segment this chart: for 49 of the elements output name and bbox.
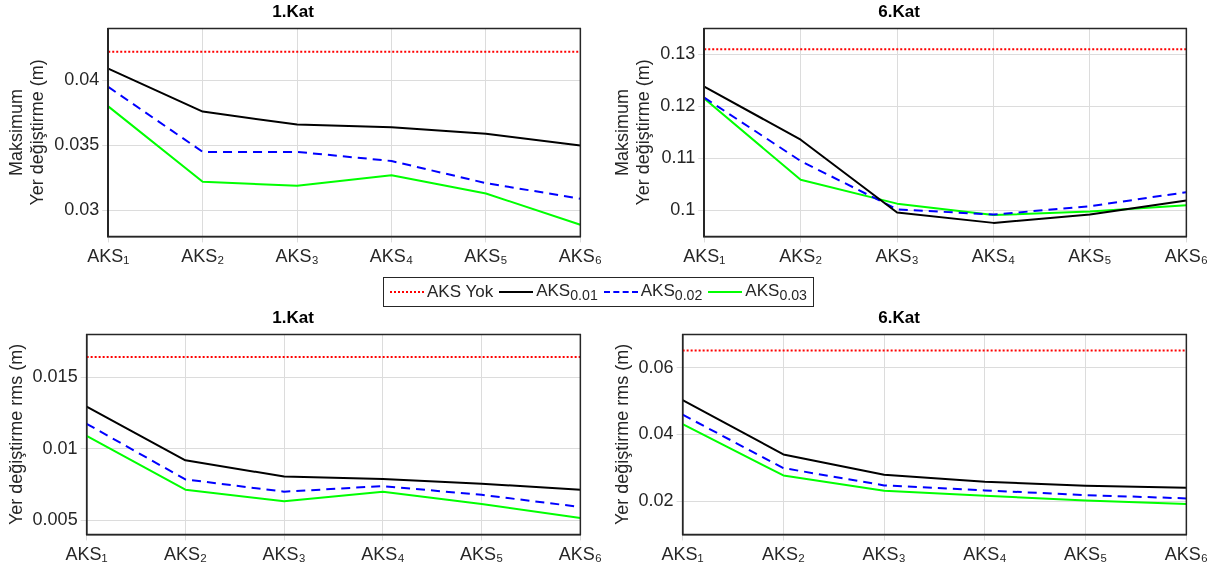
legend-label: AKS$_{0.03}$ [745,281,807,304]
chart-title: 1.Kat [272,307,315,327]
x-tick-label: AKS₁ [661,544,704,565]
x-tick-label: AKS₆ [558,544,602,565]
y-tick-label: 0.01 [42,437,78,458]
y-tick-label: 0.12 [660,95,696,116]
x-tick-label: AKS₅ [1068,246,1112,267]
y-axis-title: Maksimum Yer değiştirme (m) [5,59,48,206]
legend-label: AKS Yok [427,282,494,303]
x-tick-label: AKS₁ [683,246,726,267]
y-tick-label: 0.02 [638,490,674,511]
y-tick-label: 0.035 [54,134,100,155]
chart-title: 1.Kat [272,1,315,21]
x-tick-label: AKS₃ [275,246,319,267]
x-tick-label: AKS₂ [163,544,207,565]
y-tick-label: 0.04 [638,423,674,444]
x-tick-label: AKS₆ [558,246,602,267]
x-tick-label: AKS₅ [464,246,508,267]
x-tick-label: AKS₄ [963,544,1007,565]
y-tick-label: 0.13 [660,43,696,64]
x-tick-label: AKS₂ [779,246,823,267]
chart-title: 6.Kat [878,1,921,21]
y-axis-title: Maksimum Yer değiştirme (m) [611,59,654,206]
x-tick-label: AKS₅ [1063,544,1108,565]
x-tick-label: AKS₄ [361,544,405,565]
y-tick-label: 0.1 [670,199,696,220]
x-tick-label: AKS₃ [862,544,906,565]
y-tick-label: 0.005 [32,509,78,530]
y-tick-label: 0.015 [32,366,78,387]
x-tick-label: AKS₅ [459,544,504,565]
x-tick-label: AKS₂ [761,544,805,565]
x-tick-label: AKS₃ [875,246,919,267]
x-tick-label: AKS₄ [971,246,1016,267]
x-tick-label: AKS₃ [262,544,306,565]
x-tick-label: AKS₆ [1164,246,1208,267]
y-tick-label: 0.11 [661,147,696,168]
y-tick-label: 0.06 [638,356,674,377]
x-tick-label: AKS₁ [65,544,108,565]
y-axis-title: Yer değiştirme rms (m) [5,343,26,526]
x-tick-label: AKS₆ [1164,544,1208,565]
y-axis-title: Yer değiştirme rms (m) [611,343,632,526]
y-tick-label: 0.04 [64,69,100,90]
x-tick-label: AKS₂ [181,246,225,267]
chart-title: 6.Kat [878,307,921,327]
legend-label: AKS$_{0.01}$ [536,281,598,304]
y-tick-label: 0.03 [64,199,100,220]
legend-label: AKS$_{0.02}$ [640,281,703,304]
x-tick-label: AKS₄ [369,246,414,267]
x-tick-label: AKS₁ [87,246,130,267]
